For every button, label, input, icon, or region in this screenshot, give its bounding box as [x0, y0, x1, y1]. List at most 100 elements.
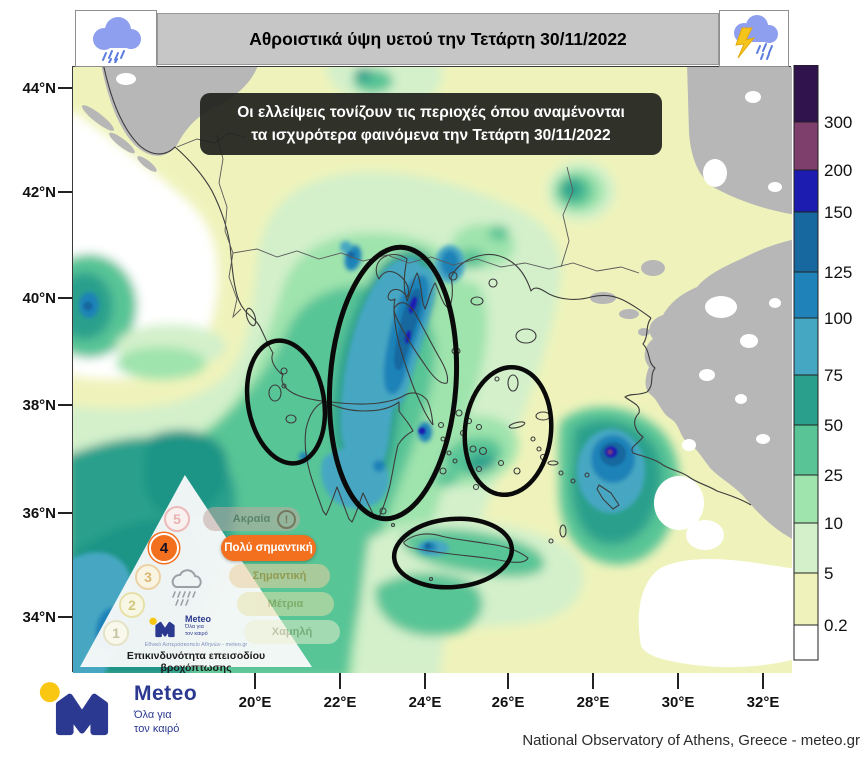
lon-label: 20°E — [238, 694, 272, 711]
attribution-text: National Observatory of Athens, Greece -… — [522, 732, 860, 749]
highlight-ellipse-east-aegean — [462, 364, 554, 498]
risk-level-3-number: 3 — [144, 569, 152, 585]
footer-logo-tagline-1: Όλα για — [134, 709, 172, 721]
footer-logo-name: Meteo — [134, 682, 198, 705]
lon-tick — [424, 673, 426, 689]
lon-label: 22°E — [323, 694, 357, 711]
map-title: Αθροιστικά ύψη υετού την Τετάρτη 30/11/2… — [249, 28, 627, 49]
colorbar-label: 150 — [824, 203, 853, 222]
risk-level-1-pill: Χαμηλή — [244, 620, 340, 644]
lat-tick — [58, 87, 72, 89]
colorbar-label: 100 — [824, 309, 853, 328]
lon-label: 24°E — [408, 694, 442, 711]
colorbar-segment — [793, 271, 819, 319]
highlight-ellipse-ionian — [244, 338, 328, 466]
no-data-regions — [81, 67, 792, 668]
risk-level-2-number: 2 — [128, 597, 136, 613]
lat-tick — [58, 512, 72, 514]
rain-episode-icon — [171, 569, 202, 606]
risk-level-5-pill: Ακραία ! — [203, 507, 300, 531]
note-line-1: Οι ελλείψεις τονίζουν τις περιοχές όπου … — [237, 103, 625, 121]
note-box: Οι ελλείψεις τονίζουν τις περιοχές όπου … — [200, 93, 662, 155]
colorbar-segment — [793, 211, 819, 273]
highlight-ellipse-central-greece — [326, 244, 460, 522]
colorbar-label: 25 — [824, 466, 843, 485]
lon-tick — [677, 673, 679, 689]
footer-logo-tagline-2: τον καιρό — [134, 722, 180, 735]
risk-level-5-label: Ακραία — [232, 513, 271, 525]
colorbar-label: 5 — [824, 564, 834, 583]
highlight-ellipses — [244, 244, 554, 590]
risk-level-5-circle: 5 — [164, 506, 190, 532]
map-title-bar: Αθροιστικά ύψη υετού την Τετάρτη 30/11/2… — [157, 13, 719, 65]
meteo-logo-icon — [39, 682, 109, 736]
meteo-logo-tagline-1: Όλα για — [185, 624, 204, 630]
risk-level-1-circle: 1 — [103, 620, 129, 646]
lat-label: 34°N — [22, 609, 56, 626]
risk-level-3-label: Σημαντική — [252, 570, 307, 582]
colorbar-label: 10 — [824, 514, 843, 533]
lon-tick — [339, 673, 341, 689]
colorbar-segment — [793, 64, 819, 123]
meteo-logo-name: Meteo — [185, 614, 212, 624]
colorbar-segment — [793, 474, 819, 524]
lon-label: 26°E — [491, 694, 525, 711]
lon-tick — [507, 673, 509, 689]
risk-level-4-pill: Πολύ σημαντική — [221, 535, 316, 561]
footer-meteo-logo: Meteo Όλα για τον καιρό — [36, 676, 197, 742]
storm-icon-box — [719, 10, 789, 67]
lat-tick — [58, 616, 72, 618]
risk-level-2-circle: 2 — [119, 592, 145, 618]
lat-tick — [58, 297, 72, 299]
colorbar — [793, 64, 819, 666]
exclamation-icon: ! — [277, 510, 296, 529]
note-line-2: τα ισχυρότερα φαινόμενα την Τετάρτη 30/1… — [251, 127, 611, 144]
lon-label: 28°E — [576, 694, 610, 711]
risk-pyramid: 5 Ακραία ! 4 Πολύ σημαντική 3 Σημαντική … — [78, 472, 348, 674]
colorbar-label: 125 — [824, 263, 853, 282]
lon-tick — [254, 673, 256, 689]
colorbar-segment — [793, 424, 819, 476]
rain-icon-box — [75, 10, 157, 67]
meteo-logo-tagline-2: τον καιρό — [185, 630, 208, 637]
risk-level-4-circle: 4 — [149, 533, 179, 563]
risk-level-5-number: 5 — [173, 511, 181, 527]
colorbar-segment — [793, 624, 819, 661]
colorbar-label: 50 — [824, 416, 843, 435]
colorbar-label: 0.2 — [824, 616, 848, 635]
lat-label: 38°N — [22, 397, 56, 414]
lat-tick — [58, 404, 72, 406]
meteo-org-line: Εθνικό Αστεροσκοπείο Αθηνών - meteo.gr — [144, 642, 248, 648]
lat-tick — [58, 191, 72, 193]
risk-level-1-number: 1 — [112, 625, 120, 641]
colorbar-segment — [793, 374, 819, 426]
lat-label: 40°N — [22, 290, 56, 307]
lat-label: 36°N — [22, 505, 56, 522]
lon-label: 30°E — [661, 694, 695, 711]
colorbar-label: 300 — [824, 113, 853, 132]
colorbar-segment — [793, 169, 819, 213]
risk-level-2-pill: Μέτρια — [237, 592, 334, 616]
highlight-ellipse-crete — [391, 516, 515, 590]
rain-cloud-icon — [93, 16, 141, 63]
storm-cloud-icon — [734, 14, 778, 60]
pyramid-meteo-logo: Meteo Όλα για τον καιρό — [148, 614, 211, 641]
colorbar-segment — [793, 121, 819, 171]
colorbar-segment — [793, 317, 819, 376]
colorbar-label: 75 — [824, 366, 843, 385]
lon-label: 32°E — [746, 694, 780, 711]
risk-level-3-pill: Σημαντική — [229, 564, 330, 588]
lat-label: 42°N — [22, 184, 56, 201]
colorbar-label: 200 — [824, 161, 853, 180]
risk-level-4-label: Πολύ σημαντική — [224, 542, 313, 554]
risk-pyramid-caption: Επικινδυνότητα επεισοδίου βροχόπτωσης — [126, 650, 266, 674]
meteo-logo-icon — [149, 617, 175, 638]
risk-level-4-number: 4 — [159, 539, 169, 557]
risk-level-1-label: Χαμηλή — [271, 626, 313, 638]
colorbar-segment — [793, 522, 819, 574]
coastlines — [103, 67, 752, 582]
lon-tick — [592, 673, 594, 689]
lat-label: 44°N — [22, 80, 56, 97]
colorbar-segment — [793, 572, 819, 626]
